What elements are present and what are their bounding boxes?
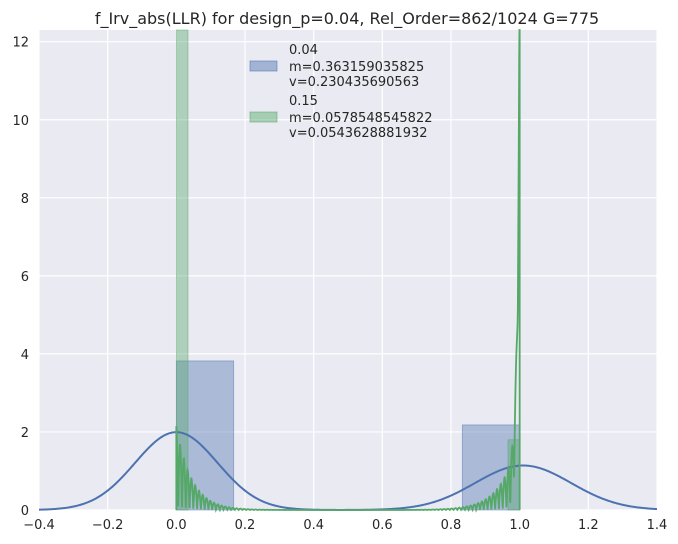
legend-variance-0.15: v=0.0543628881932 bbox=[289, 126, 428, 141]
legend-swatch-0.15 bbox=[249, 111, 278, 123]
x-tick-label: 0.4 bbox=[303, 518, 324, 533]
legend-mean-0.15: m=0.0578548545822 bbox=[289, 111, 432, 126]
y-tick-label: 6 bbox=[21, 270, 29, 285]
legend-swatch-0.04 bbox=[249, 60, 278, 72]
x-tick-label: 1.0 bbox=[509, 518, 530, 533]
legend-label-0.04: 0.04 bbox=[289, 43, 318, 58]
x-tick-label: 1.4 bbox=[647, 518, 668, 533]
legend-label-0.15: 0.15 bbox=[289, 94, 318, 109]
legend: 0.04 m=0.363159035825 v=0.230435690563 0.… bbox=[249, 43, 432, 141]
y-tick-label: 10 bbox=[12, 114, 29, 129]
x-tick-label: 0.0 bbox=[166, 518, 187, 533]
kde-curves bbox=[38, 29, 658, 513]
y-tick-label: 4 bbox=[21, 348, 29, 363]
x-tick-label: 0.6 bbox=[372, 518, 393, 533]
y-axis-ticks: 0 2 4 6 8 10 12 bbox=[12, 36, 29, 519]
y-tick-label: 0 bbox=[21, 504, 29, 519]
kde-curve-0.15 bbox=[175, 29, 521, 513]
chart-title: f_Irv_abs(LLR) for design_p=0.04, Rel_Or… bbox=[95, 9, 599, 29]
x-tick-label: 1.2 bbox=[578, 518, 599, 533]
x-axis-ticks: −0.4 −0.2 0.0 0.2 0.4 0.6 0.8 1.0 1.2 1.4 bbox=[23, 518, 667, 533]
x-tick-label: −0.4 bbox=[23, 518, 55, 533]
histogram-bar-0.15 bbox=[175, 29, 189, 511]
legend-mean-0.04: m=0.363159035825 bbox=[289, 60, 424, 75]
legend-variance-0.04: v=0.230435690563 bbox=[289, 75, 419, 90]
y-tick-label: 2 bbox=[21, 426, 29, 441]
plot-area bbox=[39, 30, 657, 510]
y-tick-label: 12 bbox=[12, 36, 29, 51]
x-tick-label: 0.8 bbox=[441, 518, 462, 533]
x-tick-label: 0.2 bbox=[235, 518, 256, 533]
y-tick-label: 8 bbox=[21, 192, 29, 207]
x-tick-label: −0.2 bbox=[92, 518, 124, 533]
